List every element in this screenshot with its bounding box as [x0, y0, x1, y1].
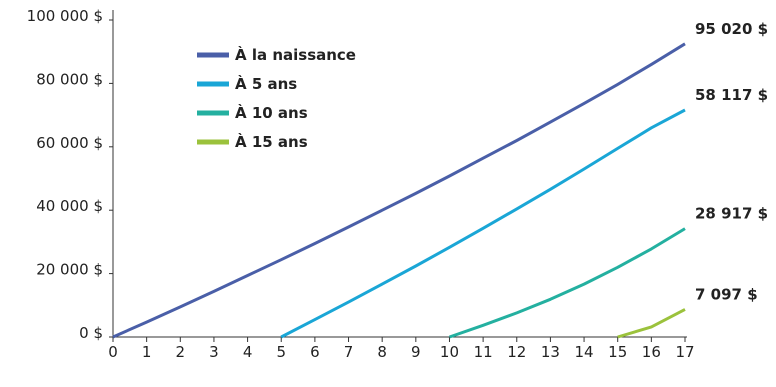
x-tick-label: 13	[541, 343, 560, 361]
x-tick-label: 14	[575, 343, 594, 361]
legend-label: À 15 ans	[235, 132, 308, 151]
y-tick-label: 80 000 $	[36, 70, 103, 88]
x-tick-label: 17	[675, 343, 694, 361]
x-tick-label: 15	[608, 343, 627, 361]
x-tick-label: 3	[209, 343, 219, 361]
series-end-label: 28 917 $	[695, 205, 768, 223]
x-tick-label: 11	[474, 343, 493, 361]
x-tick-label: 16	[642, 343, 661, 361]
y-axis-ticks: 0 $ 20 000 $ 40 000 $ 60 000 $ 80 000 $ 100 0…	[27, 7, 113, 342]
x-tick-label: 4	[243, 343, 253, 361]
x-tick-label: 10	[440, 343, 459, 361]
x-axis-ticks: 0 1 2 3 4 5 6 7 8 9 10 11 12 13 14 15 16 17	[108, 337, 695, 361]
axes	[112, 10, 687, 338]
series-end-label: 95 020 $	[695, 20, 768, 38]
legend-label: À 10 ans	[235, 103, 308, 122]
y-tick-label: 60 000 $	[36, 134, 103, 152]
x-tick-label: 2	[176, 343, 186, 361]
y-tick-label: 20 000 $	[36, 261, 103, 279]
x-tick-label: 12	[507, 343, 526, 361]
x-tick-label: 1	[142, 343, 152, 361]
x-tick-label: 6	[310, 343, 320, 361]
x-tick-label: 0	[108, 343, 118, 361]
y-tick-label: 0 $	[79, 324, 103, 342]
series-end-label: 58 117 $	[695, 86, 768, 104]
y-tick-label: 40 000 $	[36, 197, 103, 215]
legend: À la naissance À 5 ans À 10 ans À 15 ans	[197, 45, 356, 151]
series-end-label: 7 097 $	[695, 285, 758, 303]
legend-label: À 5 ans	[235, 74, 297, 93]
series-line	[112, 42, 686, 339]
x-tick-label: 8	[377, 343, 387, 361]
y-tick-label: 100 000 $	[27, 7, 103, 25]
series-line	[449, 227, 686, 339]
legend-label: À la naissance	[235, 45, 356, 64]
series-lines	[112, 42, 686, 339]
x-tick-label: 7	[344, 343, 354, 361]
x-tick-label: 5	[276, 343, 286, 361]
end-value-labels: 95 020 $ 58 117 $ 28 917 $ 7 097 $	[695, 20, 768, 304]
x-tick-label: 9	[411, 343, 421, 361]
series-line	[280, 108, 686, 339]
series-line	[617, 308, 686, 339]
